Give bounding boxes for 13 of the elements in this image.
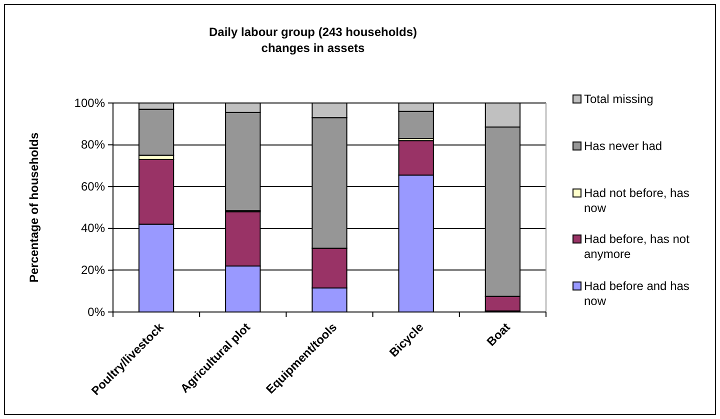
y-tick-label: 20% bbox=[80, 263, 106, 278]
y-tick-label: 100% bbox=[74, 96, 106, 110]
legend-label: Has never had bbox=[584, 139, 662, 153]
y-tick-label: 0% bbox=[88, 304, 106, 319]
legend-label: Total missing bbox=[584, 92, 654, 106]
legend-label: Had before, has not anymore bbox=[584, 232, 690, 261]
legend-label: Had before and has now bbox=[584, 279, 690, 308]
y-tick-label: 60% bbox=[80, 179, 106, 194]
legend-label: Had not before, has now bbox=[584, 186, 690, 215]
y-tick-label: 80% bbox=[80, 138, 106, 152]
y-axis-title: Percentage of households bbox=[27, 132, 41, 283]
y-tick-label: 40% bbox=[80, 221, 106, 236]
chart-title: Daily labour group (243 households) changes in assets bbox=[208, 25, 418, 55]
